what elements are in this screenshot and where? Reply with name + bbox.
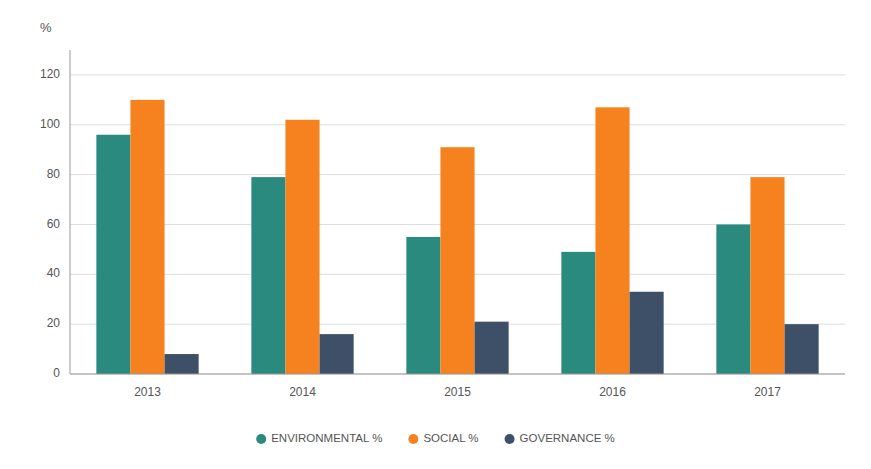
x-axis (70, 374, 845, 375)
y-axis (70, 50, 71, 374)
bar (750, 177, 784, 374)
legend: ENVIRONMENTAL % SOCIAL % GOVERNANCE % (256, 432, 615, 444)
legend-marker (256, 434, 266, 444)
bar (406, 237, 440, 374)
legend-label: ENVIRONMENTAL % (271, 432, 382, 444)
grid-line (70, 124, 845, 125)
bar (320, 334, 354, 374)
grid-line (70, 74, 845, 75)
bar (785, 324, 819, 374)
bar (96, 135, 130, 374)
grid (70, 75, 845, 374)
y-tick-label: 0 (53, 366, 60, 380)
legend-label: GOVERNANCE % (520, 432, 615, 444)
bar (716, 224, 750, 374)
grid-line (70, 374, 845, 375)
legend-label: SOCIAL % (423, 432, 478, 444)
bar (475, 322, 509, 374)
y-tick-label: 20 (47, 316, 61, 330)
y-axis-label: % (40, 20, 52, 35)
y-tick-label: 40 (47, 266, 61, 280)
y-tick-label: 60 (47, 217, 61, 231)
bar (561, 252, 595, 374)
x-tick-label: 2016 (599, 385, 626, 399)
x-tick-label: 2015 (444, 385, 471, 399)
y-tick-label: 80 (47, 167, 61, 181)
legend-marker (408, 434, 418, 444)
bar (595, 107, 629, 374)
bar (630, 292, 664, 374)
x-tick-label: 2017 (754, 385, 781, 399)
bar (130, 100, 164, 374)
y-tick-label: 100 (40, 117, 60, 131)
bar (285, 120, 319, 374)
bars (96, 100, 818, 374)
x-tick-label: 2013 (134, 385, 161, 399)
chart: 0 20 40 60 80 100 120% 2013 2014 2015 2016 2017 ENVI… (0, 0, 871, 469)
y-tick-label: 120 (40, 67, 60, 81)
bar (440, 147, 474, 374)
x-tick-label: 2014 (289, 385, 316, 399)
bar (165, 354, 199, 374)
legend-marker (505, 434, 515, 444)
bar (251, 177, 285, 374)
